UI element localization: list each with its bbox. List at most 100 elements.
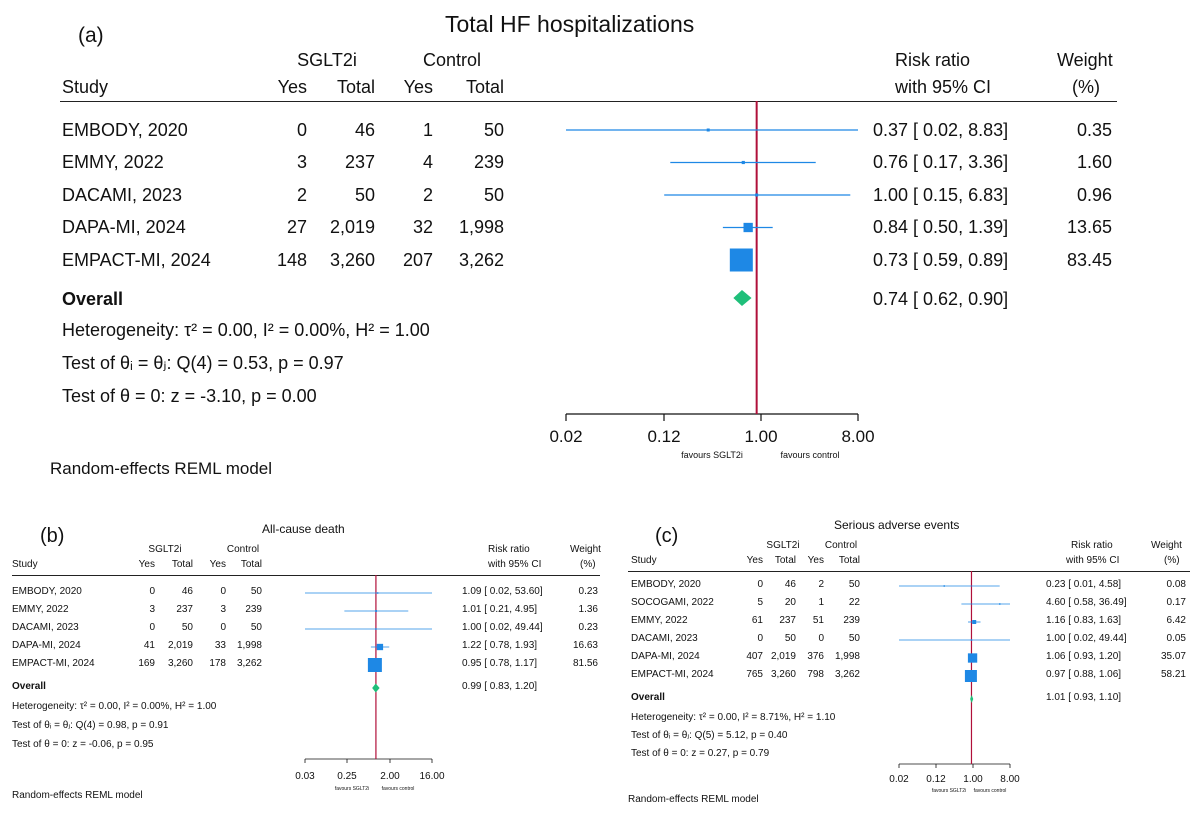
x-tick-label: 8.00 xyxy=(1000,774,1020,785)
sglt2i-total-header: Total xyxy=(171,559,193,570)
sglt2i-yes: 0 xyxy=(757,633,763,644)
control-yes-header: Yes xyxy=(807,555,824,566)
risk-ratio-ci: 0.84 [ 0.50, 1.39] xyxy=(873,217,1009,237)
effect-box xyxy=(755,193,759,197)
weight-value: 0.08 xyxy=(1166,579,1186,590)
sglt2i-total: 3,260 xyxy=(167,658,193,669)
sglt2i-yes: 169 xyxy=(138,658,155,669)
study-name: DACAMI, 2023 xyxy=(12,622,79,633)
effect-box xyxy=(375,610,378,612)
study-name: EMMY, 2022 xyxy=(62,152,164,172)
x-tick-label: 1.00 xyxy=(963,774,983,785)
control-yes: 0 xyxy=(818,633,824,644)
sglt2i-total: 50 xyxy=(784,633,796,644)
sglt2i-total-header: Total xyxy=(336,77,375,97)
favours-right-label: favours control xyxy=(780,450,839,460)
sglt2i-yes-header: Yes xyxy=(138,559,155,570)
sglt2i-yes: 0 xyxy=(757,579,763,590)
control-total: 50 xyxy=(848,633,860,644)
control-total: 50 xyxy=(483,185,504,205)
group-header-sglt2i: SGLT2i xyxy=(766,540,800,551)
overall-label: Overall xyxy=(12,681,46,692)
weight-value: 58.21 xyxy=(1160,669,1186,680)
control-yes: 376 xyxy=(807,651,824,662)
control-total: 50 xyxy=(848,579,860,590)
weight-value: 0.23 xyxy=(578,622,598,633)
effect-box xyxy=(998,603,1001,605)
weight-header-line1: Weight xyxy=(570,544,601,555)
sglt2i-total: 2,019 xyxy=(329,217,375,237)
effect-box xyxy=(970,639,973,641)
weight-header-line2: (%) xyxy=(1164,555,1180,566)
sglt2i-yes: 2 xyxy=(296,185,307,205)
sglt2i-yes-header: Yes xyxy=(277,77,307,97)
sglt2i-total: 46 xyxy=(181,586,193,597)
favours-right-label: favours control xyxy=(382,786,415,792)
heterogeneity-stat: Heterogeneity: τ² = 0.00, I² = 0.00%, H²… xyxy=(12,701,217,712)
sglt2i-yes: 3 xyxy=(149,604,155,615)
control-yes: 4 xyxy=(422,152,433,172)
chart-title: All-cause death xyxy=(262,522,345,536)
heterogeneity-stat: Heterogeneity: τ² = 0.00, I² = 0.00%, H²… xyxy=(62,320,430,340)
chart-title: Total HF hospitalizations xyxy=(445,11,695,37)
risk-ratio-ci: 1.09 [ 0.02, 53.60] xyxy=(462,586,543,597)
overall-diamond xyxy=(970,695,974,703)
study-name: SOCOGAMI, 2022 xyxy=(631,597,714,608)
group-header-sglt2i: SGLT2i xyxy=(148,544,182,555)
sglt2i-yes: 148 xyxy=(276,250,307,270)
effect-box xyxy=(943,585,945,587)
sglt2i-yes: 41 xyxy=(143,640,155,651)
risk-ratio-ci: 1.01 [ 0.21, 4.95] xyxy=(462,604,538,615)
weight-value: 81.56 xyxy=(572,658,598,669)
weight-value: 0.35 xyxy=(1076,120,1112,140)
control-yes: 207 xyxy=(402,250,433,270)
sglt2i-yes-header: Yes xyxy=(746,555,763,566)
control-total: 239 xyxy=(473,152,504,172)
test-theta-ij: Test of θᵢ = θⱼ: Q(5) = 5.12, p = 0.40 xyxy=(631,730,788,741)
control-yes: 2 xyxy=(818,579,824,590)
effect-box xyxy=(729,248,753,272)
x-tick-label: 0.02 xyxy=(889,774,909,785)
group-header-control: Control xyxy=(824,540,858,551)
favours-left-label: favours SGLT2i xyxy=(932,788,966,794)
control-total: 50 xyxy=(250,586,262,597)
test-theta-zero: Test of θ = 0: z = -3.10, p = 0.00 xyxy=(62,386,317,406)
header-rule xyxy=(12,575,600,576)
risk-ratio-ci: 0.23 [ 0.01, 4.58] xyxy=(1046,579,1122,590)
sglt2i-yes: 61 xyxy=(751,615,763,626)
control-yes: 178 xyxy=(209,658,226,669)
overall-ci: 1.01 [ 0.93, 1.10] xyxy=(1046,692,1122,703)
sglt2i-total: 46 xyxy=(784,579,796,590)
favours-left-label: favours SGLT2i xyxy=(681,450,743,460)
x-tick-label: 8.00 xyxy=(841,427,874,446)
study-name: DAPA-MI, 2024 xyxy=(12,640,81,651)
control-yes: 1 xyxy=(818,597,824,608)
overall-diamond xyxy=(372,683,380,693)
rr-header-line1: Risk ratio xyxy=(895,50,971,70)
sglt2i-yes: 0 xyxy=(149,586,155,597)
control-total: 22 xyxy=(848,597,860,608)
sglt2i-yes: 0 xyxy=(149,622,155,633)
weight-value: 1.36 xyxy=(578,604,598,615)
control-total: 1,998 xyxy=(834,651,860,662)
control-total-header: Total xyxy=(838,555,860,566)
sglt2i-yes: 0 xyxy=(296,120,307,140)
study-name: EMMY, 2022 xyxy=(631,615,688,626)
risk-ratio-ci: 1.16 [ 0.83, 1.63] xyxy=(1046,615,1122,626)
overall-ci: 0.99 [ 0.83, 1.20] xyxy=(462,681,538,692)
risk-ratio-ci: 1.00 [ 0.02, 49.44] xyxy=(1046,633,1127,644)
study-name: EMPACT-MI, 2024 xyxy=(631,669,714,680)
control-total: 50 xyxy=(250,622,262,633)
effect-box xyxy=(741,160,745,165)
effect-box xyxy=(376,643,384,651)
effect-box xyxy=(964,670,977,682)
weight-value: 0.96 xyxy=(1076,185,1112,205)
control-total: 3,262 xyxy=(834,669,860,680)
study-name: DACAMI, 2023 xyxy=(631,633,698,644)
group-header-control: Control xyxy=(226,544,260,555)
control-total: 3,262 xyxy=(236,658,262,669)
sglt2i-total: 50 xyxy=(181,622,193,633)
heterogeneity-stat: Heterogeneity: τ² = 0.00, I² = 8.71%, H²… xyxy=(631,712,836,723)
control-yes: 3 xyxy=(220,604,226,615)
sglt2i-yes: 765 xyxy=(746,669,763,680)
